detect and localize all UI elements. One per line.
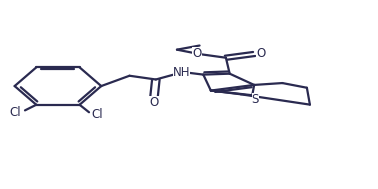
Text: O: O	[256, 47, 266, 60]
Text: Cl: Cl	[10, 106, 22, 119]
Text: Cl: Cl	[91, 108, 103, 121]
Text: NH: NH	[173, 66, 190, 79]
Text: O: O	[192, 47, 201, 60]
Text: O: O	[149, 95, 159, 108]
Text: S: S	[252, 93, 259, 106]
